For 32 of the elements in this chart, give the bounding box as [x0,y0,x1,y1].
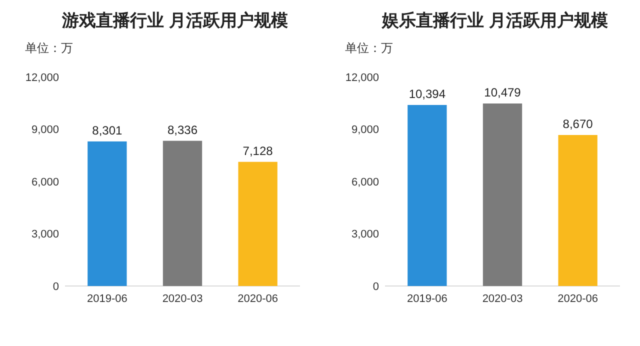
data-label: 10,394 [408,86,446,101]
y-axis-title: 单位：万 [345,41,393,55]
chart-title: 娱乐直播行业 月活跃用户规模 [381,11,608,30]
bar [88,141,127,286]
y-tick-label: 12,000 [345,72,379,84]
y-tick-label: 9,000 [351,124,379,136]
y-tick-label: 12,000 [25,72,59,84]
y-tick-label: 0 [52,280,59,293]
y-tick-label: 6,000 [351,176,379,188]
y-tick-label: 3,000 [31,228,59,241]
data-label: 10,479 [484,85,522,100]
bar [558,134,598,286]
x-tick-label: 2020-03 [482,293,523,305]
data-label: 8,670 [562,116,594,131]
x-tick-label: 2020-03 [162,293,203,305]
y-tick-label: 0 [372,280,379,293]
x-tick-label: 2020-06 [238,293,278,305]
chart-title: 游戏直播行业 月活跃用户规模 [61,11,288,30]
data-label: 8,301 [92,123,123,138]
bar [162,140,202,286]
x-tick-label: 2019-06 [406,293,448,305]
y-axis-title: 单位：万 [25,41,73,55]
data-label: 8,336 [167,122,198,137]
bar [408,104,447,286]
bar [238,162,278,286]
y-tick-label: 3,000 [351,228,379,241]
x-tick-label: 2020-06 [558,293,598,305]
data-label: 7,128 [242,144,274,158]
x-tick-label: 2019-06 [86,293,128,305]
y-tick-label: 6,000 [31,176,59,188]
y-tick-label: 9,000 [31,124,59,136]
bar [482,103,522,286]
